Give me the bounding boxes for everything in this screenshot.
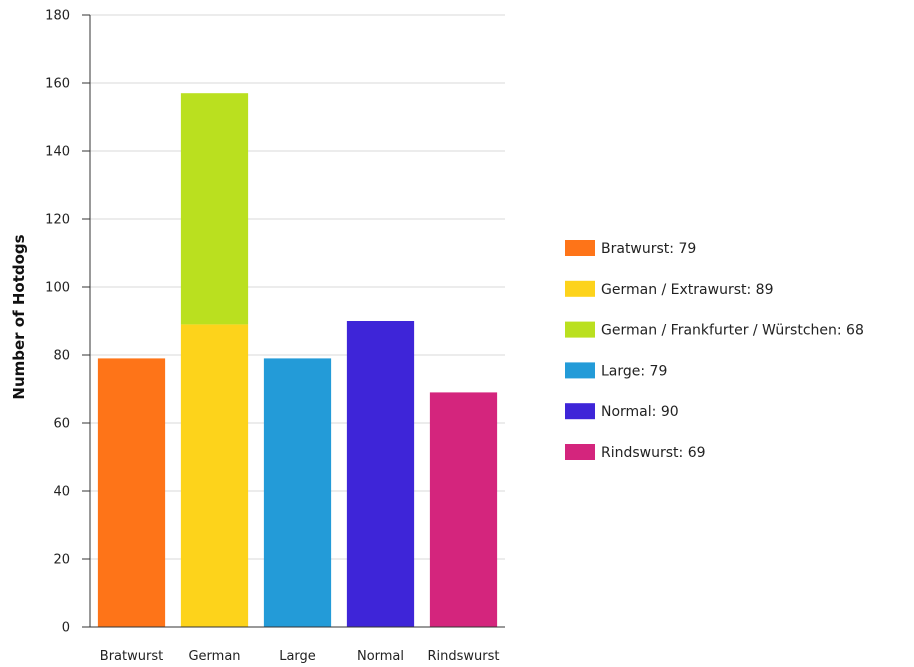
axes <box>89 15 505 628</box>
legend-item[interactable]: German / Frankfurter / Würstchen: 68 <box>565 321 864 339</box>
y-tick-labels: 0 20 40 60 80 100 120 140 160 180 <box>45 9 90 636</box>
legend-swatch <box>565 362 595 379</box>
legend-swatch <box>565 403 595 420</box>
y-tick-label: 80 <box>53 349 70 364</box>
legend-item[interactable]: Rindswurst: 69 <box>565 444 706 461</box>
bar-bratwurst-0[interactable] <box>97 358 166 627</box>
bar-normal-4[interactable] <box>346 321 415 627</box>
y-tick-label: 0 <box>62 621 70 636</box>
bar-rindswurst-5[interactable] <box>429 392 498 627</box>
legend-label: German / Frankfurter / Würstchen: 68 <box>601 323 864 339</box>
y-tick-label: 40 <box>53 485 70 500</box>
legend-item[interactable]: Large: 79 <box>565 362 667 379</box>
category-labels: Bratwurst German Large Normal Rindswurst <box>100 649 500 664</box>
legend-label: Rindswurst: 69 <box>601 445 706 461</box>
y-tick-label: 20 <box>53 553 70 568</box>
legend-label: Bratwurst: 79 <box>601 241 696 257</box>
legend-item[interactable]: Bratwurst: 79 <box>565 240 696 257</box>
y-tick-label: 120 <box>45 213 70 228</box>
x-category-label: Rindswurst <box>428 649 500 663</box>
y-tick-label: 140 <box>45 145 70 160</box>
legend-item[interactable]: Normal: 90 <box>565 403 679 420</box>
legend-label: German / Extrawurst: 89 <box>601 282 773 298</box>
legend-label: Normal: 90 <box>601 404 679 420</box>
y-axis-title: Number of Hotdogs <box>10 234 28 399</box>
legend-item[interactable]: German / Extrawurst: 89 <box>565 280 773 298</box>
y-tick-label: 60 <box>53 417 70 432</box>
x-category-label: Normal <box>357 649 404 663</box>
bar-large-3[interactable] <box>263 358 332 627</box>
legend-label: Large: 79 <box>601 363 667 379</box>
x-category-label: German <box>188 649 240 663</box>
legend-swatch <box>565 280 595 297</box>
y-tick-label: 160 <box>45 77 70 92</box>
legend-swatch <box>565 444 595 460</box>
x-category-label: Large <box>279 649 316 663</box>
bars <box>97 93 498 627</box>
bar-german-2[interactable] <box>180 93 249 325</box>
bar-german-1[interactable] <box>180 324 249 627</box>
legend: Bratwurst: 79 German / Extrawurst: 89 Germ… <box>565 240 864 461</box>
y-tick-label: 100 <box>45 281 70 296</box>
legend-swatch <box>565 321 595 338</box>
x-category-label: Bratwurst <box>100 649 163 663</box>
y-tick-label: 180 <box>45 9 70 24</box>
legend-swatch <box>565 240 595 256</box>
